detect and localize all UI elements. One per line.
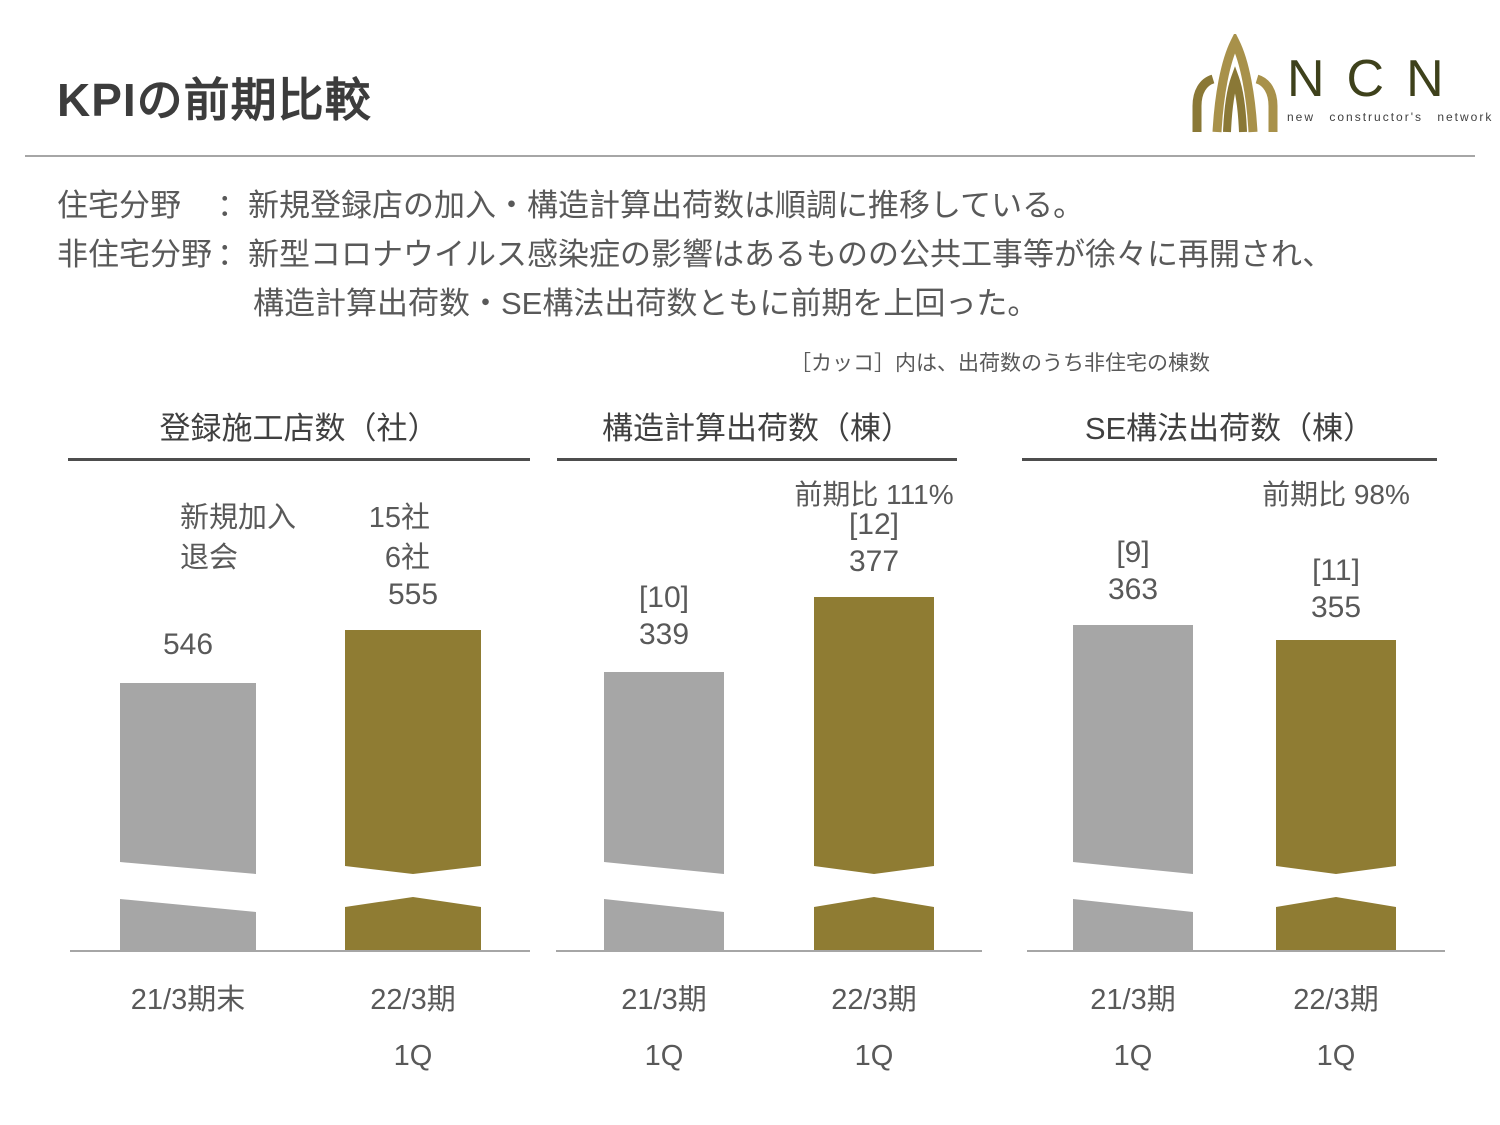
chart2-bar2-stub bbox=[814, 897, 934, 951]
summary-sep-1: ： bbox=[217, 188, 248, 223]
summary-label-residential: 住宅分野 bbox=[57, 188, 181, 223]
chart1-withdrawals-row: 退会 6社 bbox=[180, 538, 430, 578]
bracket-note: ［カッコ］内は、出荷数のうち非住宅の棟数 bbox=[790, 352, 1210, 375]
chart3-bar1-main bbox=[1073, 625, 1193, 874]
chart3-bar2-main bbox=[1276, 640, 1396, 874]
ncn-logo: NCN new constructor's network bbox=[1183, 34, 1500, 134]
summary-line-residential: 住宅分野 ：新規登録店の加入・構造計算出荷数は順調に推移している。 bbox=[57, 181, 1333, 230]
chart2-xlabel-2: 22/3期 bbox=[831, 984, 917, 1016]
chart2-xlabel-1-quarter: 1Q bbox=[644, 1040, 684, 1072]
page-title: KPIの前期比較 bbox=[57, 74, 372, 126]
chart3-bar2-bracket: [11] bbox=[1312, 554, 1360, 587]
chart1-bar2-stub bbox=[345, 897, 481, 951]
chart1-bar2-value: 555 bbox=[387, 578, 439, 611]
chart1-bar1-stub bbox=[120, 899, 256, 951]
summary-text: 住宅分野 ：新規登録店の加入・構造計算出荷数は順調に推移している。 非住宅分野 ：新… bbox=[57, 181, 1333, 328]
chart1-title-rule bbox=[68, 458, 530, 461]
chart2-title: 構造計算出荷数（棟） bbox=[602, 411, 912, 446]
chart1-withdrawals-value: 6社 bbox=[384, 542, 430, 574]
chart2-axis-line bbox=[556, 950, 982, 952]
chart1-bar2-main bbox=[345, 630, 481, 874]
chart1-new-members-row: 新規加入 15社 bbox=[180, 498, 430, 538]
chart2-bar1-main bbox=[604, 672, 724, 874]
ncn-logo-text: NCN new constructor's network bbox=[1287, 50, 1500, 124]
chart3-xlabel-1: 21/3期 bbox=[1090, 984, 1176, 1016]
chart3-xlabel-2-quarter: 1Q bbox=[1316, 1040, 1356, 1072]
chart1-xlabel-2: 22/3期 bbox=[370, 984, 456, 1016]
chart3-xlabel-2: 22/3期 bbox=[1293, 984, 1379, 1016]
chart3-yoy-label: 前期比 98% bbox=[1262, 479, 1410, 510]
chart1-xlabel-2-quarter: 1Q bbox=[393, 1040, 433, 1072]
chart2-xlabel-1: 21/3期 bbox=[621, 984, 707, 1016]
chart2-bar2-value-block: [12] 377 bbox=[794, 506, 954, 580]
chart1-withdrawals-label: 退会 bbox=[180, 542, 239, 574]
ncn-logo-letters: NCN bbox=[1287, 50, 1466, 108]
chart3-axis-line bbox=[1027, 950, 1445, 952]
chart2-bar2-value: 377 bbox=[848, 545, 900, 578]
summary-line-continuation: 構造計算出荷数・SE構法出荷数ともに前期を上回った。 bbox=[253, 286, 1039, 321]
chart1-new-members-value: 15社 bbox=[368, 502, 430, 534]
chart2-title-rule bbox=[557, 458, 957, 461]
summary-sep-2: ： bbox=[217, 237, 248, 272]
chart3-xlabel-1-quarter: 1Q bbox=[1113, 1040, 1153, 1072]
chart2-bar1-stub bbox=[604, 899, 724, 951]
chart1-bar1-value: 546 bbox=[162, 628, 214, 661]
chart2-yoy-label: 前期比 111% bbox=[794, 479, 954, 510]
summary-text-residential: 新規登録店の加入・構造計算出荷数は順調に推移している。 bbox=[248, 188, 1085, 223]
chart2-xlabel-2-quarter: 1Q bbox=[854, 1040, 894, 1072]
header-divider bbox=[25, 155, 1475, 157]
chart3-bar1-value-block: [9] 363 bbox=[1053, 534, 1213, 608]
chart1-title: 登録施工店数（社） bbox=[159, 411, 439, 446]
ncn-logo-mark bbox=[1192, 34, 1278, 133]
summary-text-nonresidential: 新型コロナウイルス感染症の影響はあるものの公共工事等が徐々に再開され、 bbox=[248, 237, 1334, 272]
chart3-title-rule bbox=[1022, 458, 1437, 461]
chart2-bar2-main bbox=[814, 597, 934, 874]
chart3-bar1-stub bbox=[1073, 899, 1193, 951]
chart1-new-members-label: 新規加入 bbox=[180, 502, 297, 534]
summary-line-nonresidential: 非住宅分野 ：新型コロナウイルス感染症の影響はあるものの公共工事等が徐々に再開され… bbox=[57, 230, 1333, 279]
chart2-bar1-bracket: [10] bbox=[638, 581, 690, 614]
chart1-membership-annotation: 新規加入 15社 退会 6社 bbox=[180, 498, 430, 578]
chart2-bar2-bracket: [12] bbox=[848, 508, 900, 541]
chart3-bar1-value: 363 bbox=[1107, 573, 1159, 606]
chart3-bar2-stub bbox=[1276, 897, 1396, 951]
chart3-title: SE構法出荷数（棟） bbox=[1084, 411, 1375, 446]
chart2-bar1-value-block: [10] 339 bbox=[584, 579, 744, 653]
chart2-bar1-value: 339 bbox=[638, 618, 690, 651]
chart1-xlabel-1: 21/3期末 bbox=[130, 984, 246, 1016]
ncn-logo-tagline: new constructor's network bbox=[1287, 110, 1494, 124]
chart1-axis-line bbox=[70, 950, 530, 952]
chart3-bar2-value-block: [11] 355 bbox=[1256, 552, 1416, 626]
chart3-bar2-value: 355 bbox=[1310, 591, 1362, 624]
chart3-bar1-bracket: [9] bbox=[1116, 536, 1150, 569]
summary-label-nonresidential: 非住宅分野 bbox=[57, 237, 212, 272]
chart1-bar1-main bbox=[120, 683, 256, 874]
